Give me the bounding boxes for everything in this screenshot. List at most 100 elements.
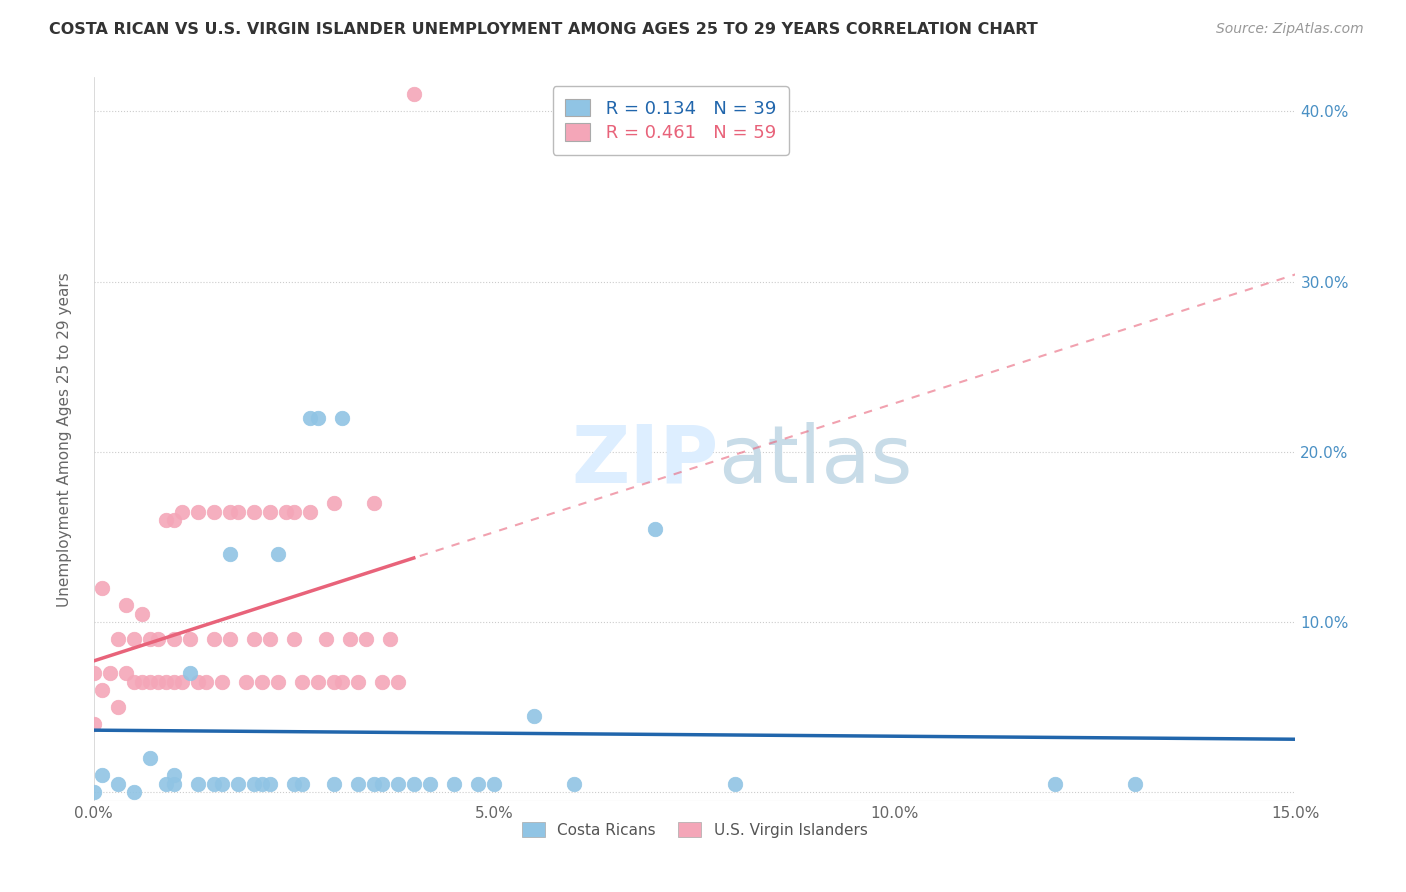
Point [267, 547, 290, 561]
Point [330, 410, 353, 425]
Point [170, 504, 193, 518]
Text: COSTA RICAN VS U.S. VIRGIN ISLANDER UNEMPLOYMENT AMONG AGES 25 TO 29 YEARS CORRE: COSTA RICAN VS U.S. VIRGIN ISLANDER UNEM… [49, 22, 1038, 37]
Point [122, 632, 145, 647]
Point [283, 504, 305, 518]
Point [347, 674, 370, 689]
Point [1043, 777, 1066, 791]
Point [187, 504, 209, 518]
Point [387, 777, 409, 791]
Point [315, 632, 337, 647]
Point [219, 504, 242, 518]
Point [298, 410, 321, 425]
Point [371, 674, 394, 689]
Point [298, 504, 321, 518]
Point [219, 547, 242, 561]
Point [187, 777, 209, 791]
Point [90, 683, 112, 698]
Point [139, 674, 162, 689]
Point [339, 632, 361, 647]
Point [107, 700, 129, 714]
Point [163, 674, 186, 689]
Point [155, 777, 177, 791]
Point [467, 777, 489, 791]
Point [122, 674, 145, 689]
Point [378, 632, 401, 647]
Text: Source: ZipAtlas.com: Source: ZipAtlas.com [1216, 22, 1364, 37]
Point [323, 777, 346, 791]
Point [202, 504, 225, 518]
Point [107, 632, 129, 647]
Point [283, 632, 305, 647]
Point [259, 632, 281, 647]
Point [163, 768, 186, 782]
Point [155, 674, 177, 689]
Point [419, 777, 441, 791]
Point [226, 504, 249, 518]
Point [163, 632, 186, 647]
Point [363, 777, 385, 791]
Point [202, 632, 225, 647]
Point [83, 717, 105, 731]
Point [122, 785, 145, 799]
Point [226, 777, 249, 791]
Point [323, 496, 346, 510]
Point [330, 674, 353, 689]
Point [83, 666, 105, 681]
Point [243, 777, 266, 791]
Point [259, 777, 281, 791]
Point [90, 768, 112, 782]
Point [211, 674, 233, 689]
Point [323, 674, 346, 689]
Point [139, 632, 162, 647]
Legend: Costa Ricans, U.S. Virgin Islanders: Costa Ricans, U.S. Virgin Islanders [516, 816, 873, 844]
Point [114, 598, 136, 612]
Point [163, 513, 186, 527]
Point [146, 632, 169, 647]
Point [443, 777, 465, 791]
Point [187, 674, 209, 689]
Point [235, 674, 257, 689]
Point [114, 666, 136, 681]
Point [354, 632, 377, 647]
Point [564, 777, 586, 791]
Point [404, 87, 426, 102]
Point [267, 674, 290, 689]
Point [283, 777, 305, 791]
Point [179, 666, 201, 681]
Point [131, 674, 153, 689]
Point [202, 777, 225, 791]
Point [211, 777, 233, 791]
Point [139, 751, 162, 765]
Point [347, 777, 370, 791]
Point [484, 777, 506, 791]
Point [363, 496, 385, 510]
Point [307, 410, 329, 425]
Point [179, 632, 201, 647]
Point [523, 708, 546, 723]
Point [644, 522, 666, 536]
Text: ZIP: ZIP [571, 422, 718, 500]
Point [155, 513, 177, 527]
Point [371, 777, 394, 791]
Point [291, 777, 314, 791]
Point [131, 607, 153, 621]
Point [250, 674, 273, 689]
Point [90, 581, 112, 595]
Point [307, 674, 329, 689]
Y-axis label: Unemployment Among Ages 25 to 29 years: Unemployment Among Ages 25 to 29 years [58, 272, 72, 607]
Point [274, 504, 297, 518]
Point [243, 504, 266, 518]
Text: atlas: atlas [718, 422, 912, 500]
Point [404, 777, 426, 791]
Point [724, 777, 747, 791]
Point [194, 674, 217, 689]
Point [83, 785, 105, 799]
Point [259, 504, 281, 518]
Point [98, 666, 121, 681]
Point [387, 674, 409, 689]
Point [291, 674, 314, 689]
Point [219, 632, 242, 647]
Point [250, 777, 273, 791]
Point [163, 777, 186, 791]
Point [243, 632, 266, 647]
